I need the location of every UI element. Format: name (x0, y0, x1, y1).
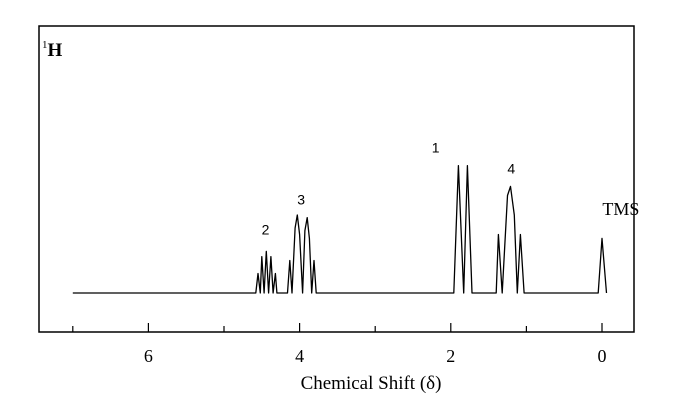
x-tick-label: 0 (598, 346, 607, 366)
x-tick-label: 4 (295, 346, 304, 366)
peak-label: 4 (507, 160, 515, 176)
peak-label: 1 (432, 140, 440, 156)
x-tick-label: 2 (446, 346, 455, 366)
spectrum-trace (72, 164, 608, 294)
x-axis-ticks (72, 323, 603, 332)
x-axis-tick-labels: 6 4 2 0 (144, 346, 607, 366)
nucleus-label: 1H (42, 39, 63, 61)
plot-frame (38, 25, 635, 333)
nucleus-superscript: 1 (42, 39, 48, 51)
x-axis-label: Chemical Shift (δ) (301, 373, 442, 394)
nucleus-symbol: H (48, 40, 63, 61)
x-tick-label: 6 (144, 346, 153, 366)
peak-label: 2 (262, 222, 270, 238)
peak-label: 3 (297, 192, 305, 208)
peak-annotations: 1 2 3 4 TMS (262, 140, 640, 238)
peak-label: TMS (602, 199, 639, 219)
